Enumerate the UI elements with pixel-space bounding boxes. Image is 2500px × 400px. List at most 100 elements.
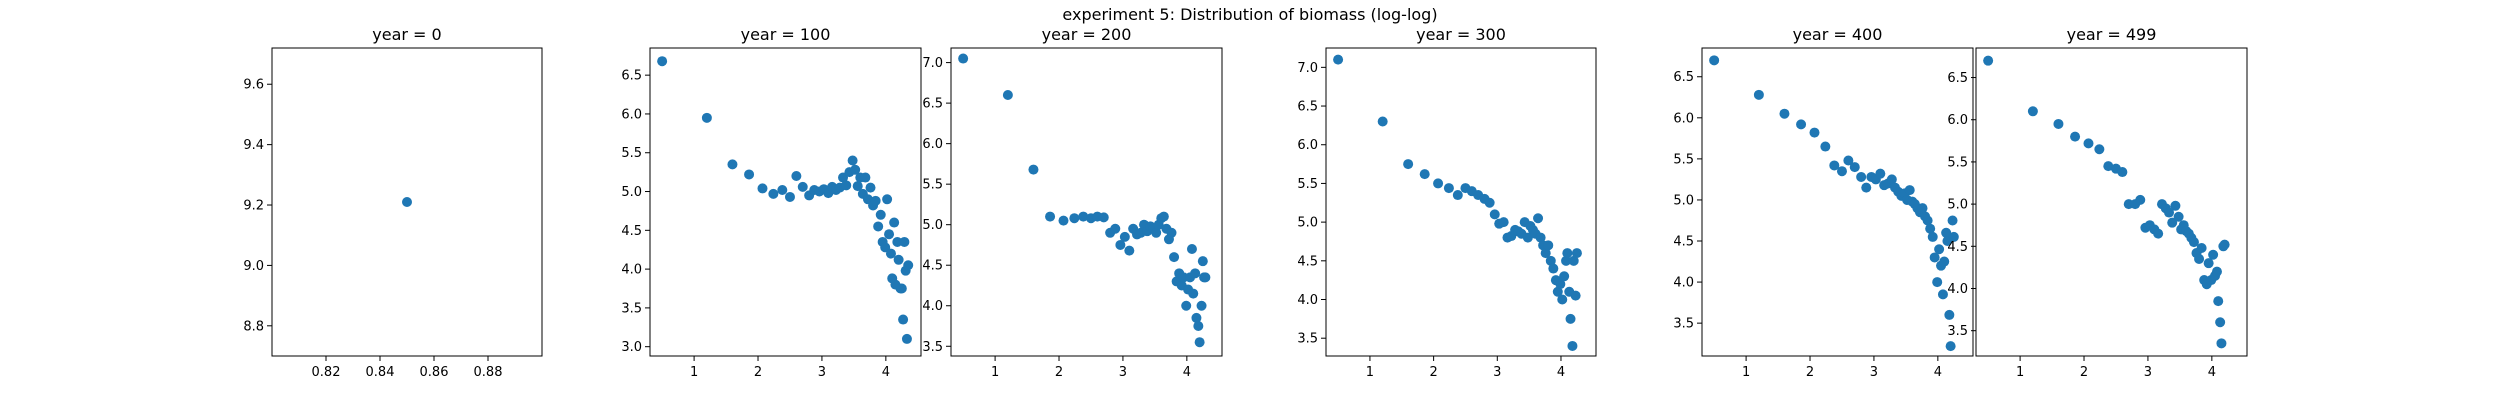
scatter-point (1540, 248, 1551, 259)
scatter-point (1181, 300, 1192, 311)
scatter-point (873, 221, 884, 232)
scatter-point (1925, 223, 1936, 234)
scatter-point (1452, 190, 1463, 201)
y-tick-label: 3.0 (621, 340, 642, 355)
scatter-point (2153, 228, 2164, 239)
panel-5: year = 499 1 2 3 4 3.5 4.0 4.5 5.0 5.5 6.0 6.5 (1947, 25, 2248, 380)
scatter-point (1836, 166, 1847, 177)
scatter-point (1561, 255, 1572, 266)
plot-frame (950, 47, 1223, 357)
scatter-point (777, 184, 788, 195)
scatter-point (1753, 89, 1764, 100)
plot-frame (1975, 47, 2248, 357)
scatter-point (1186, 244, 1197, 255)
y-tick-label: 3.5 (1673, 317, 1694, 332)
y-tick-label: 3.5 (621, 301, 642, 316)
scatter-point (841, 180, 852, 191)
scatter-point (1545, 255, 1556, 266)
scatter-point (1562, 248, 1573, 259)
panel-1: year = 100 1 2 3 4 3.0 3.5 4.0 4.5 5.0 5.5 6.0 6.5 (621, 25, 922, 380)
panels: year = 00.82 0.84 0.86 0.888.89.09.29.49.6y… (243, 25, 2248, 380)
scatter-point (1196, 300, 1207, 311)
x-tick-label: 1 (1366, 365, 1374, 380)
plot-frame (271, 47, 543, 357)
scatter-point (1779, 108, 1790, 119)
y-tick-label: 9.6 (243, 78, 264, 93)
scatter-point (1796, 119, 1807, 130)
x-tick-label: 2 (1055, 365, 1063, 380)
figure-title: experiment 5: Distribution of biomass (l… (1062, 5, 1437, 24)
x-tick-label: 0.88 (474, 365, 503, 380)
y-tick-label: 5.5 (922, 178, 943, 193)
scatter-point (1809, 127, 1820, 138)
scatter-point (903, 260, 914, 271)
plot-frame (1701, 47, 1974, 357)
y-tick-label: 4.0 (922, 299, 943, 314)
scatter-point (852, 181, 863, 192)
scatter-point (2053, 118, 2064, 129)
scatter-point (1886, 174, 1897, 185)
panel-4: year = 400 1 2 3 4 3.5 4.0 4.5 5.0 5.5 6.0 6.5 (1673, 25, 1974, 380)
scatter-point (1443, 183, 1454, 194)
scatter-point (1197, 256, 1208, 267)
scatter-point (885, 248, 896, 259)
scatter-point (1489, 209, 1500, 220)
scatter-point (2219, 239, 2230, 250)
scatter-point (1098, 212, 1109, 223)
scatter-point (2216, 338, 2227, 349)
scatter-point (1849, 162, 1860, 173)
scatter-point (1169, 252, 1180, 263)
scatter-point (889, 217, 900, 228)
x-tick-label: 3 (1493, 365, 1501, 380)
y-tick-label: 5.5 (621, 146, 642, 161)
plot-frame (1325, 47, 1597, 357)
y-tick-label: 4.5 (621, 224, 642, 239)
scatter-point (1191, 312, 1202, 323)
x-tick-label: 2 (2080, 365, 2088, 380)
y-tick-label: 9.2 (243, 199, 264, 214)
y-tick-label: 9.0 (243, 259, 264, 274)
x-tick-label: 3 (2144, 365, 2152, 380)
scatter-point (757, 183, 768, 194)
scatter-point (1028, 164, 1039, 175)
panel-title: year = 0 (372, 25, 441, 44)
y-tick-label: 4.5 (1297, 254, 1318, 269)
y-tick-label: 6.0 (1673, 111, 1694, 126)
scatter-point (1543, 240, 1554, 251)
scatter-point (2203, 258, 2214, 269)
scatter-point (1945, 341, 1956, 352)
y-tick-label: 4.0 (1297, 293, 1318, 308)
scatter-point (1433, 178, 1444, 189)
scatter-point (1151, 227, 1162, 238)
y-tick-label: 3.5 (922, 340, 943, 355)
scatter-point (1571, 248, 1582, 259)
x-tick-label: 0.86 (420, 365, 449, 380)
panel-title: year = 200 (1042, 25, 1132, 44)
scatter-point (1929, 252, 1940, 263)
scatter-point (860, 172, 871, 183)
x-tick-label: 4 (2208, 365, 2216, 380)
scatter-point (1078, 211, 1089, 222)
panel-title: year = 499 (2067, 25, 2157, 44)
scatter-point (896, 283, 907, 294)
scatter-point (1115, 239, 1126, 250)
y-tick-label: 5.0 (922, 218, 943, 233)
scatter-point (901, 333, 912, 344)
y-tick-label: 4.0 (621, 263, 642, 278)
scatter-point (2170, 200, 2181, 211)
scatter-point (2211, 266, 2222, 277)
y-tick-label: 4.5 (922, 259, 943, 274)
scatter-point (1069, 213, 1080, 224)
y-tick-label: 6.0 (621, 107, 642, 122)
scatter-point (1937, 289, 1948, 300)
scatter-point (1709, 55, 1720, 66)
y-tick-label: 9.4 (243, 138, 264, 153)
scatter-point (768, 188, 779, 199)
y-tick-label: 5.5 (1673, 152, 1694, 167)
x-tick-label: 2 (754, 365, 762, 380)
x-tick-label: 4 (1934, 365, 1942, 380)
x-tick-label: 0.84 (366, 365, 395, 380)
scatter-point (1947, 215, 1958, 226)
scatter-point (657, 56, 668, 67)
scatter-point (1058, 215, 1069, 226)
